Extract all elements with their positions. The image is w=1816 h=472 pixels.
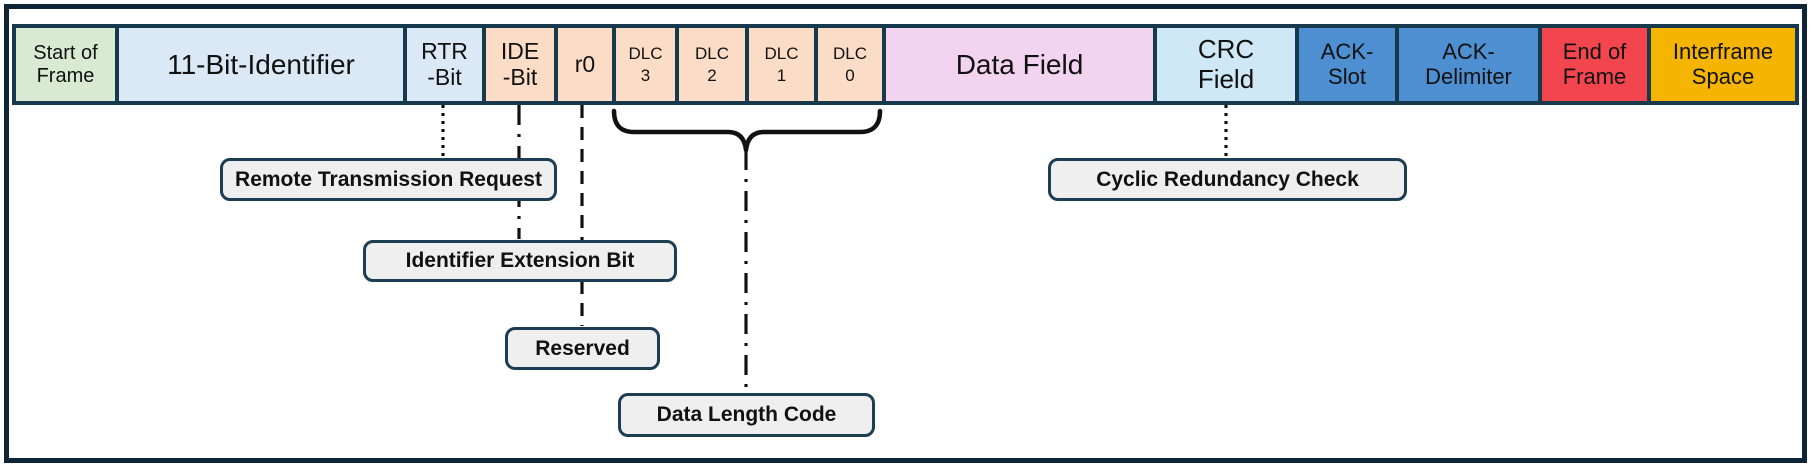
field-dlc-0: DLC 0 <box>818 28 886 101</box>
callout-data-length-code: Data Length Code <box>618 393 875 437</box>
field-dlc-1: DLC 1 <box>749 28 818 101</box>
field-ack-slot: ACK- Slot <box>1299 28 1399 101</box>
dlc-brace <box>611 108 883 153</box>
field-data-field: Data Field <box>886 28 1157 101</box>
field-ide-bit: IDE -Bit <box>486 28 558 101</box>
callout-reserved: Reserved <box>505 327 660 370</box>
field-r0: r0 <box>558 28 616 101</box>
diagram-outer-border <box>4 4 1807 463</box>
field-ack-delimiter: ACK- Delimiter <box>1399 28 1542 101</box>
field-dlc-3: DLC 3 <box>616 28 679 101</box>
callout-cyclic-redundancy-check: Cyclic Redundancy Check <box>1048 158 1407 201</box>
callout-remote-transmission-request: Remote Transmission Request <box>220 158 557 201</box>
field-crc-field: CRC Field <box>1157 28 1299 101</box>
field-rtr-bit: RTR -Bit <box>407 28 486 101</box>
frame-bar: Start of Frame 11-Bit-Identifier RTR -Bi… <box>12 24 1799 105</box>
field-end-of-frame: End of Frame <box>1542 28 1651 101</box>
field-interframe-space: Interframe Space <box>1651 28 1795 101</box>
field-11-bit-identifier: 11-Bit-Identifier <box>119 28 407 101</box>
callout-identifier-extension-bit: Identifier Extension Bit <box>363 240 677 282</box>
field-dlc-2: DLC 2 <box>679 28 749 101</box>
field-start-of-frame: Start of Frame <box>16 28 119 101</box>
